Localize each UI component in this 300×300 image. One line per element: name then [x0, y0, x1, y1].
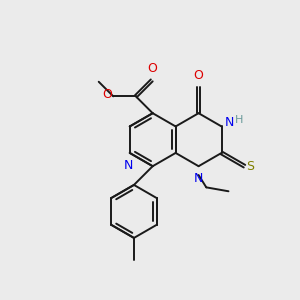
Text: N: N	[194, 172, 203, 185]
Text: O: O	[103, 88, 112, 101]
Text: S: S	[246, 160, 254, 173]
Text: N: N	[225, 116, 235, 129]
Text: O: O	[194, 69, 203, 82]
Text: N: N	[124, 159, 133, 172]
Text: O: O	[147, 62, 157, 75]
Text: H: H	[234, 115, 243, 125]
